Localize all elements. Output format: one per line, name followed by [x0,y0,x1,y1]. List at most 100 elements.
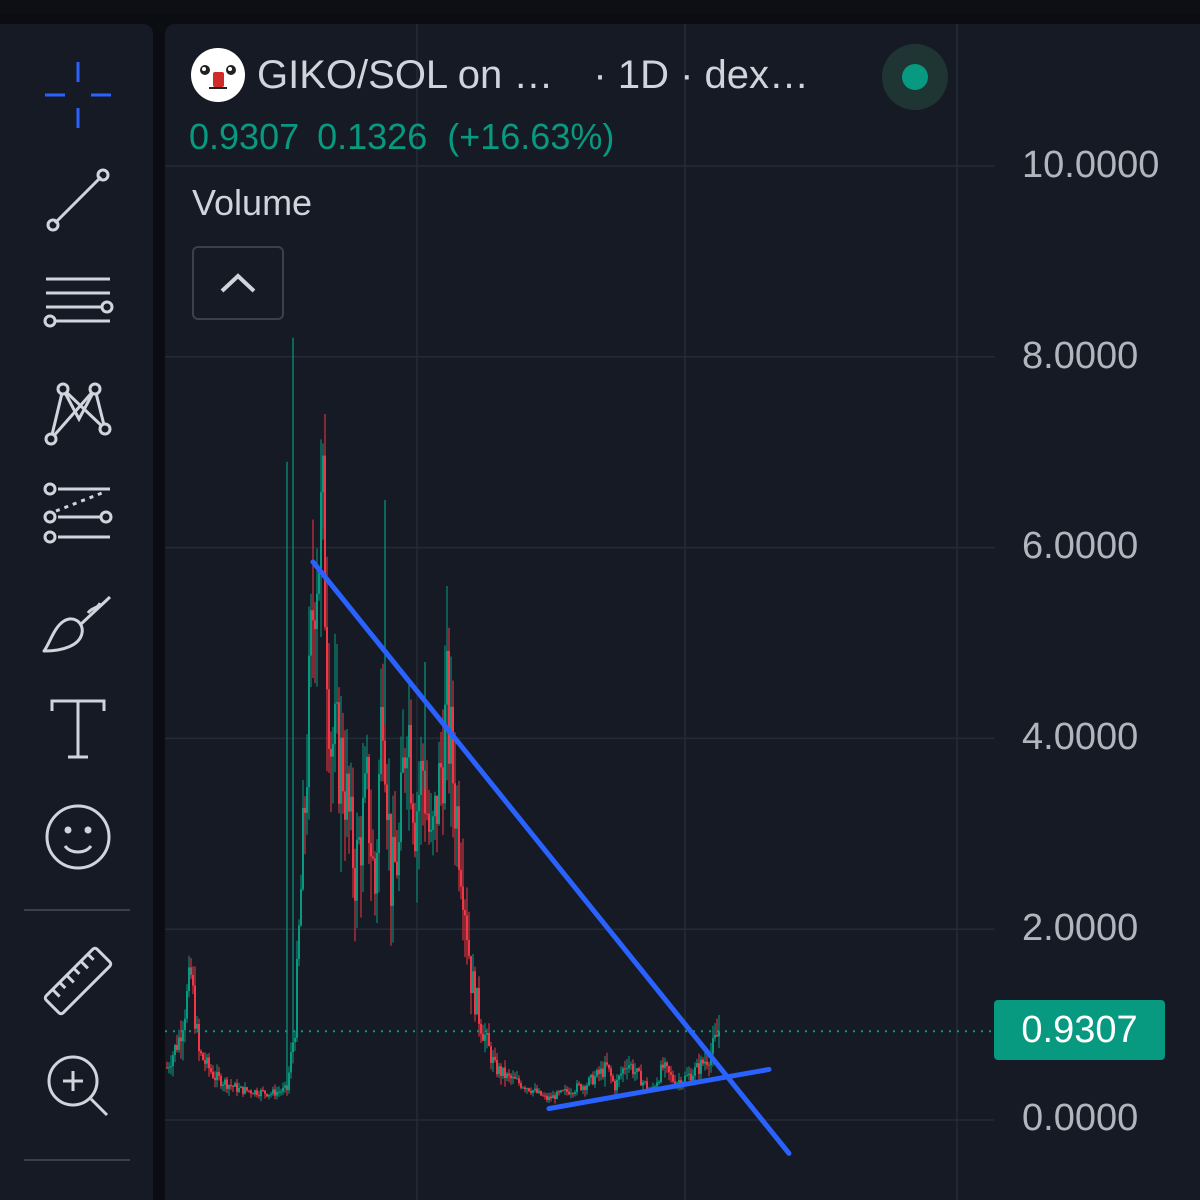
price-axis-label: 0.0000 [1022,1097,1139,1139]
price-axis-label: 2.0000 [1022,907,1139,949]
candle-body [502,1067,504,1076]
candle-body [414,822,416,852]
candle-body [614,1081,616,1091]
candle-body [556,1091,558,1099]
candle-body [448,650,450,764]
candle-body [200,1051,202,1054]
candle-body [534,1088,536,1091]
text-tool[interactable] [28,685,128,775]
symbol-legend[interactable]: GIKO/SOL on … · 1D · dex… [191,48,810,102]
candle-body [372,856,374,859]
candle-body [248,1090,250,1092]
candle-body [288,1072,290,1091]
candle-body [672,1074,674,1082]
candle-body [328,689,330,749]
candle-body [270,1093,272,1095]
candle-body [690,1073,692,1081]
price-axis-label: 6.0000 [1022,525,1139,567]
candle-body [632,1064,634,1075]
candle-body [616,1079,618,1091]
candle-body [396,861,398,876]
trend-line-drawing[interactable] [546,1066,772,1112]
candle-body [684,1075,686,1082]
candle-body [596,1069,598,1077]
crosshair-tool[interactable] [28,50,128,140]
pattern-tool[interactable] [28,367,128,457]
candle-body [678,1080,680,1083]
candle-body [656,1082,658,1087]
ruler-icon [43,946,113,1016]
candle-body [518,1078,520,1084]
candle-body [658,1081,660,1083]
candle-body [176,1044,178,1050]
candle-body [642,1082,644,1086]
candle-body [582,1086,584,1090]
candle-body [178,1037,180,1050]
candle-body [474,971,476,1015]
candle-body [220,1076,222,1087]
candle-body [574,1092,576,1094]
volume-indicator-label[interactable]: Volume [192,182,313,223]
candle-body [310,610,312,656]
candle-body [602,1068,604,1077]
symbol-interval-exchange: · 1D · dex… [593,52,810,97]
candle-body [408,724,410,758]
drawing-toolbar [0,24,153,1200]
candle-body [264,1090,266,1094]
candle-body [272,1089,274,1094]
trend-line-drawing[interactable] [310,559,792,1156]
candle-body [278,1091,280,1093]
candle-body [514,1076,516,1079]
candle-body [246,1087,248,1091]
candle-body [186,991,188,1019]
chart-pane[interactable]: GIKO/SOL on … · 1D · dex… 0.9307 0.1326 (… [165,24,1200,1200]
price-legend: 0.9307 0.1326 (+16.63%) [189,116,614,158]
candle-body [460,869,462,887]
ruler-tool[interactable] [28,936,128,1026]
candle-body [276,1091,278,1096]
fib-retracement-tool[interactable] [28,473,128,563]
candle-body [422,760,424,771]
text-icon [50,699,106,759]
candle-body [640,1070,642,1086]
candle-body [406,757,408,769]
price-axis-label: 4.0000 [1022,716,1139,758]
candle-body [424,770,426,814]
candle-body [314,620,316,630]
horizontal-lines-tool[interactable] [28,261,128,351]
market-status-indicator[interactable] [882,44,948,110]
candle-body [206,1057,208,1064]
candle-body [568,1091,570,1095]
candle-body [554,1095,556,1099]
candle-body [296,958,298,1038]
candle-body [600,1068,602,1074]
trend-line-tool[interactable] [28,155,128,245]
candle-body [714,1034,716,1039]
current-price-tag: 0.9307 [994,1000,1165,1060]
symbol-name: GIKO/SOL on … [257,52,554,97]
candle-body [230,1084,232,1086]
candle-body [232,1085,234,1087]
candle-body [578,1083,580,1085]
emoji-tool[interactable] [28,792,128,882]
candle-body [324,455,326,627]
candle-body [572,1093,574,1095]
candle-body [476,987,478,1015]
zoom-in-tool[interactable] [28,1041,128,1131]
candle-body [192,974,194,986]
candle-body [628,1065,630,1069]
brush-tool[interactable] [28,579,128,669]
candle-body [708,1064,710,1066]
pattern-icon [44,382,112,446]
collapse-legend-button[interactable] [192,246,284,320]
price-change: 0.1326 [317,116,428,157]
token-logo-icon [191,48,245,102]
candle-body [644,1081,646,1083]
price-chart[interactable] [165,24,1200,1200]
candle-body [378,774,380,853]
candle-body [354,867,356,901]
candle-body [606,1062,608,1065]
candle-body [560,1090,562,1093]
price-change-percent: (+16.63%) [447,116,615,157]
candle-body [592,1074,594,1085]
